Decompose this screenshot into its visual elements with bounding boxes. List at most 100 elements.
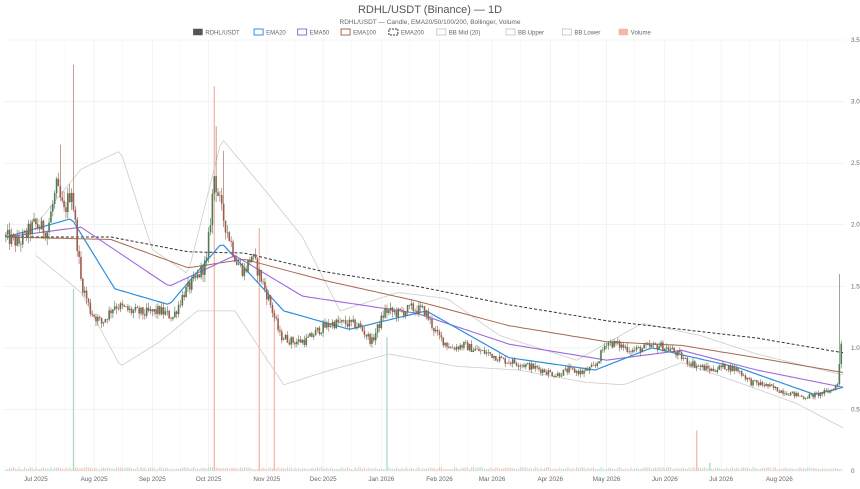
candle-body: [33, 218, 35, 222]
volume-bar: [512, 467, 514, 471]
volume-bar: [264, 468, 266, 471]
volume-bar: [531, 468, 533, 471]
candle-body: [645, 344, 647, 346]
volume-bar: [106, 467, 108, 471]
candle-body: [742, 375, 745, 377]
candle: [840, 340, 843, 369]
volume-bar: [746, 467, 748, 471]
legend-swatch: [340, 28, 351, 36]
volume-bar: [658, 467, 660, 471]
candle-body: [181, 294, 184, 306]
volume-bar: [29, 467, 31, 471]
candle-body: [744, 375, 747, 380]
volume-bar: [101, 467, 103, 471]
volume-bar: [463, 467, 465, 471]
candle-body: [620, 344, 623, 348]
volume-bar: [54, 467, 56, 471]
volume-bar: [469, 469, 471, 471]
candle-body: [67, 193, 69, 212]
candle: [630, 349, 632, 356]
volume-bar: [86, 467, 88, 471]
volume-bar: [718, 468, 720, 471]
candle: [155, 304, 157, 318]
candle-body: [575, 370, 578, 373]
volume-bar: [288, 468, 290, 471]
candle: [481, 349, 484, 351]
candle: [121, 300, 124, 310]
volume-bar: [788, 468, 790, 471]
candle-body: [440, 335, 443, 338]
candle: [543, 368, 546, 373]
candle: [472, 347, 475, 353]
volume-bar: [31, 467, 33, 471]
legend-label: BB Mid (20): [449, 31, 481, 37]
legend-label: RDHL/USDT: [205, 31, 240, 37]
volume-bar: [677, 468, 679, 471]
volume-bar: [557, 469, 559, 471]
candle: [234, 254, 236, 263]
candle: [44, 230, 47, 241]
candle: [80, 251, 82, 281]
candle: [339, 317, 341, 324]
candle: [95, 313, 97, 327]
volume-bar: [420, 469, 422, 471]
volume-bar: [467, 467, 469, 471]
candle-body: [127, 306, 129, 311]
candle-body: [528, 363, 531, 370]
candle: [669, 345, 672, 352]
ema100-line: [5, 236, 844, 373]
volume-bar: [827, 469, 829, 471]
candle-body: [226, 232, 229, 233]
volume-bar: [636, 468, 638, 471]
candle: [299, 335, 302, 344]
volume-bar: [743, 467, 745, 471]
candle: [423, 305, 426, 317]
candle-body: [115, 306, 118, 309]
candle: [540, 367, 542, 376]
candle: [140, 307, 142, 316]
candle: [791, 391, 794, 394]
candle-body: [327, 323, 330, 327]
volume-bar: [487, 468, 489, 471]
candle-body: [827, 390, 829, 393]
candle: [770, 383, 773, 387]
volume-bar: [285, 468, 287, 471]
candle-body: [174, 311, 176, 318]
volume-bar: [806, 467, 809, 471]
candle: [395, 307, 398, 323]
candle-body: [834, 385, 837, 391]
candle: [393, 308, 396, 315]
volume-bar: [397, 468, 399, 471]
volume-bar: [639, 469, 641, 471]
candle-body: [249, 259, 251, 263]
candle-body: [151, 309, 154, 312]
candle: [572, 367, 574, 371]
candle: [110, 307, 112, 319]
candle-body: [446, 342, 448, 347]
candle: [478, 346, 480, 352]
volume-bar: [559, 467, 561, 471]
candle: [679, 347, 681, 355]
volume-bar: [118, 467, 120, 471]
candle-body: [423, 306, 426, 316]
candle: [350, 319, 353, 327]
candle-body: [87, 298, 90, 303]
volume-bar: [500, 468, 503, 471]
candle-body: [166, 310, 169, 312]
candle-body: [211, 193, 214, 226]
candle-body: [205, 257, 208, 261]
candle-body: [346, 324, 349, 327]
volume-bar: [42, 467, 45, 471]
volume-bar: [80, 468, 82, 471]
candle: [425, 309, 428, 320]
candle: [506, 362, 508, 364]
candle: [806, 396, 809, 399]
candle-body: [632, 349, 634, 353]
candle: [587, 366, 589, 371]
volume-bar: [12, 466, 14, 471]
candle: [808, 391, 811, 399]
candle: [816, 391, 818, 394]
candle: [819, 392, 822, 399]
candle-body: [483, 350, 486, 354]
volume-bar: [570, 469, 572, 471]
